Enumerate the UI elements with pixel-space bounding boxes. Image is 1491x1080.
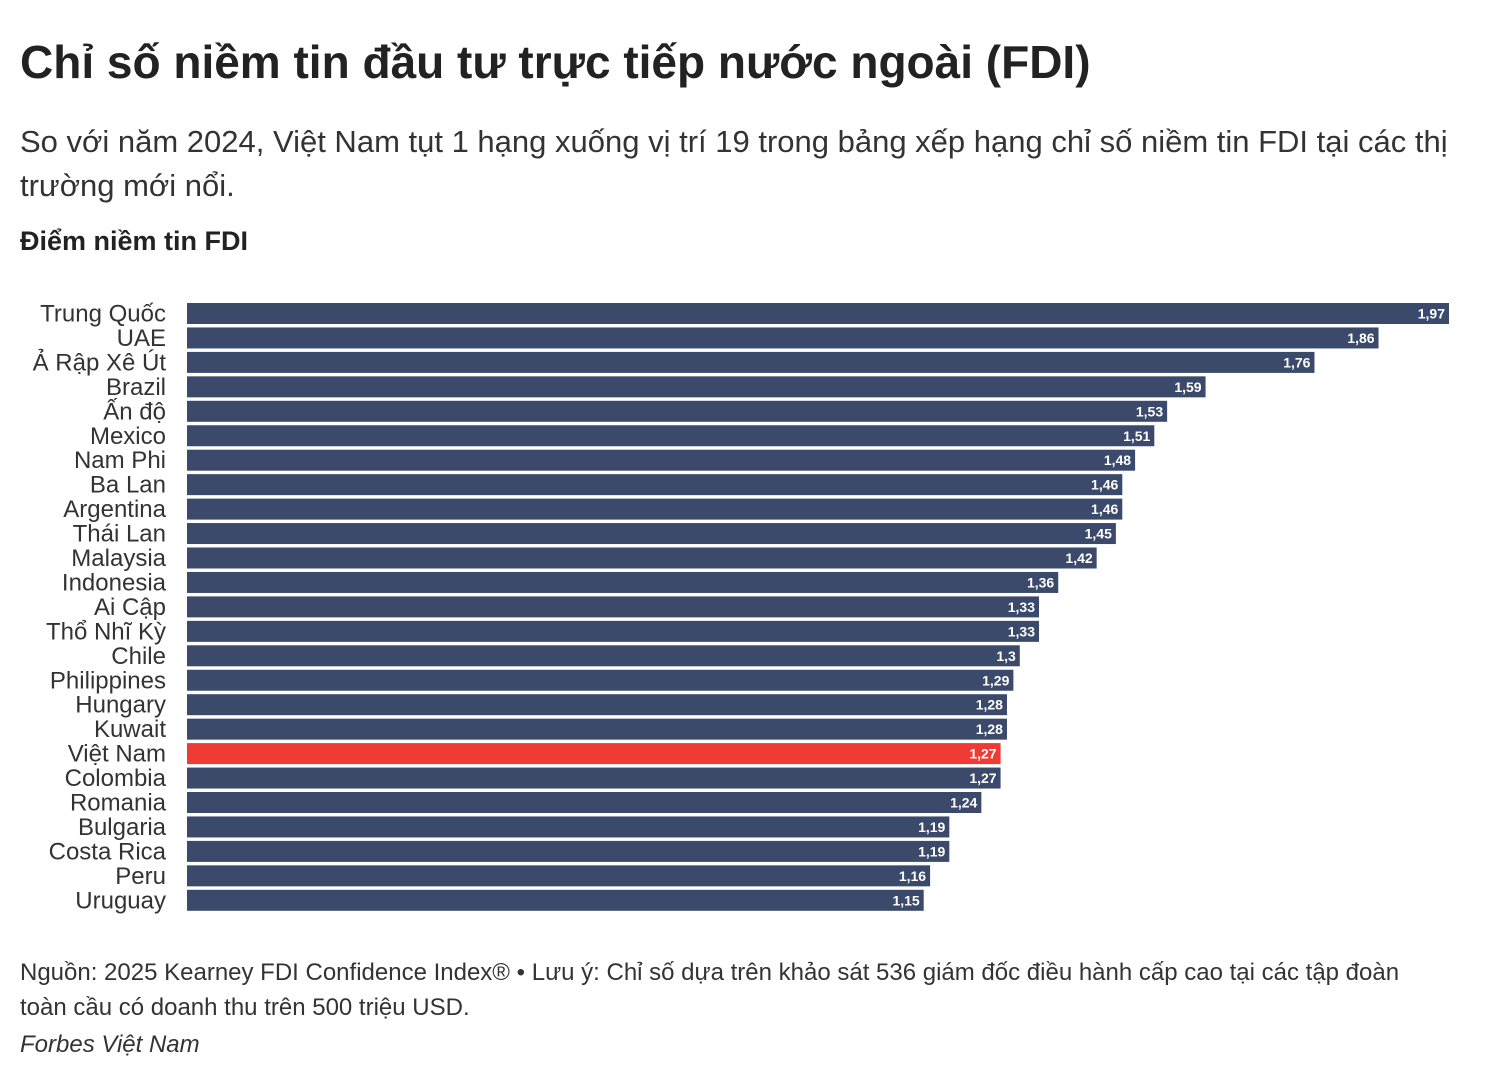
value-label: 1,27 — [969, 770, 996, 786]
bar — [187, 474, 1123, 496]
value-label: 1,76 — [1283, 354, 1310, 370]
chart-heading: Điểm niềm tin FDI — [20, 226, 249, 256]
value-label: 1,42 — [1065, 550, 1092, 566]
bar — [187, 767, 1001, 789]
value-label: 1,16 — [899, 868, 926, 884]
bar — [187, 547, 1097, 569]
value-label: 1,36 — [1027, 574, 1054, 590]
category-label: Costa Rica — [49, 838, 167, 865]
value-label: 1,48 — [1104, 452, 1131, 468]
value-label: 1,46 — [1091, 477, 1118, 493]
bar — [187, 816, 950, 838]
value-label: 1,53 — [1136, 403, 1163, 419]
bar — [187, 694, 1007, 716]
bar — [187, 792, 982, 813]
category-label: Uruguay — [75, 887, 166, 914]
category-label: Argentina — [63, 496, 166, 523]
category-label: Philippines — [50, 667, 166, 694]
category-label: Mexico — [90, 423, 166, 450]
bar — [187, 351, 1315, 373]
category-label: Trung Quốc — [40, 301, 166, 328]
bar — [187, 303, 1449, 324]
bar — [187, 449, 1136, 471]
value-label: 1,97 — [1418, 306, 1445, 322]
category-label: Ấn độ — [103, 397, 166, 425]
value-label: 1,19 — [918, 843, 945, 859]
value-label: 1,46 — [1091, 501, 1118, 517]
chart-subtitle: So với năm 2024, Việt Nam tụt 1 hạng xuố… — [20, 124, 1448, 203]
category-label: Indonesia — [62, 569, 167, 596]
bar — [187, 376, 1206, 398]
bar — [187, 327, 1379, 349]
bar — [187, 669, 1014, 691]
category-label: UAE — [117, 325, 166, 352]
credit: Forbes Việt Nam — [20, 1031, 200, 1058]
category-label: Ai Cập — [94, 594, 166, 621]
category-label: Brazil — [106, 374, 166, 401]
category-label: Nam Phi — [74, 447, 166, 474]
bar-chart: Trung Quốc 1,97 UAE 1,86 Ả Rập Xê Út 1,76 Braz… — [33, 301, 1449, 914]
bar — [187, 645, 1020, 667]
value-label: 1,33 — [1008, 623, 1035, 639]
bar — [187, 889, 924, 911]
value-label: 1,86 — [1347, 330, 1374, 346]
source-note: Nguồn: 2025 Kearney FDI Confidence Index… — [20, 959, 1400, 1021]
category-label: Chile — [111, 643, 166, 670]
bar — [187, 840, 950, 862]
value-label: 1,45 — [1085, 526, 1112, 542]
category-label: Việt Nam — [68, 741, 166, 768]
bar — [187, 425, 1155, 447]
value-label: 1,29 — [982, 672, 1009, 688]
bar — [187, 498, 1123, 520]
bar-highlight — [187, 743, 1001, 765]
value-label: 1,15 — [892, 892, 919, 908]
category-label: Romania — [70, 790, 167, 817]
category-label: Ả Rập Xê Út — [33, 347, 167, 376]
bar — [187, 865, 931, 887]
value-label: 1,27 — [969, 746, 996, 762]
value-label: 1,28 — [976, 721, 1003, 737]
category-label: Kuwait — [94, 716, 166, 743]
value-label: 1,28 — [976, 697, 1003, 713]
category-label: Bulgaria — [78, 814, 167, 841]
value-label: 1,59 — [1174, 379, 1201, 395]
bar — [187, 400, 1168, 422]
value-label: 1,19 — [918, 819, 945, 835]
bar — [187, 718, 1007, 740]
category-label: Ba Lan — [90, 472, 166, 499]
category-label: Malaysia — [71, 545, 166, 572]
value-label: 1,51 — [1123, 428, 1150, 444]
bar — [187, 596, 1040, 618]
value-label: 1,24 — [950, 795, 977, 811]
category-label: Thổ Nhĩ Kỳ — [46, 618, 166, 645]
bar — [187, 620, 1040, 642]
value-label: 1,3 — [996, 648, 1016, 664]
category-label: Thái Lan — [73, 521, 166, 548]
category-label: Hungary — [75, 692, 166, 719]
value-label: 1,33 — [1008, 599, 1035, 615]
bar — [187, 571, 1059, 593]
bar — [187, 523, 1116, 545]
category-label: Colombia — [65, 765, 167, 792]
category-label: Peru — [115, 863, 166, 890]
chart-title: Chỉ số niềm tin đầu tư trực tiếp nước ng… — [20, 36, 1091, 88]
